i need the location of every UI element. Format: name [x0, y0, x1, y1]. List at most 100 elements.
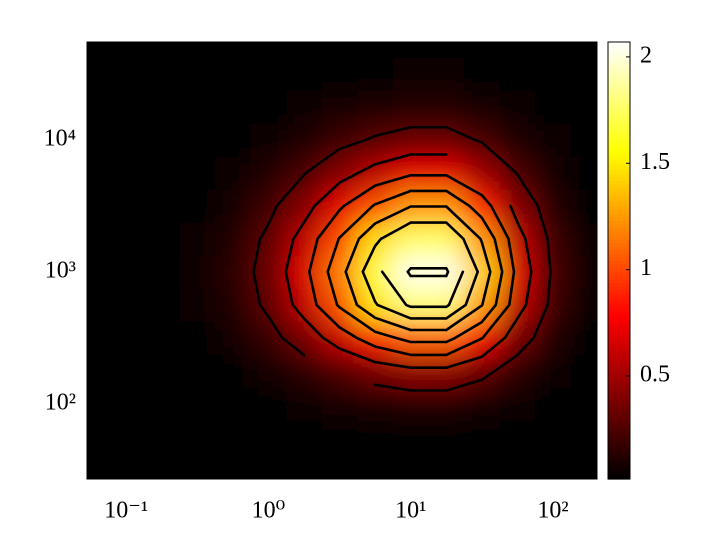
heat-cell — [144, 57, 181, 91]
colorbar-swatch — [608, 413, 630, 418]
heat-cell — [215, 57, 252, 91]
heat-cell — [499, 90, 536, 124]
colorbar-swatch — [608, 326, 630, 331]
contour-line — [361, 221, 479, 320]
heat-cell — [535, 420, 572, 454]
colorbar-swatch — [608, 362, 630, 367]
colorbar-swatch — [608, 435, 630, 440]
heat-cell — [215, 453, 252, 479]
heat-cell — [535, 123, 572, 157]
heat-cell — [357, 288, 394, 322]
heat-cell — [357, 453, 394, 479]
heat-cell — [108, 453, 145, 479]
heat-cell — [286, 255, 323, 289]
heatmap — [87, 42, 597, 479]
heat-cell — [499, 222, 536, 256]
colorbar-swatch — [608, 122, 630, 127]
colorbar-swatch — [608, 169, 630, 174]
heat-cell — [428, 156, 465, 190]
heat-cell — [286, 57, 323, 91]
heat-cell — [286, 453, 323, 479]
contour-line — [344, 205, 492, 332]
colorbar-swatch — [608, 151, 630, 156]
heat-cell — [464, 255, 501, 289]
colorbar-swatch — [608, 260, 630, 265]
colorbar-swatch — [608, 468, 630, 473]
heat-cell — [499, 123, 536, 157]
colorbar-swatch — [608, 67, 630, 72]
heat-cell — [108, 420, 145, 454]
colorbar-swatch — [608, 391, 630, 396]
colorbar-swatch — [608, 296, 630, 302]
heat-cell — [215, 288, 252, 322]
heat-cell — [286, 387, 323, 421]
heat-cell — [215, 420, 252, 454]
heat-cell — [87, 156, 109, 190]
heat-cell — [215, 321, 252, 355]
heat-cell — [357, 354, 394, 388]
heat-cell — [570, 42, 597, 58]
heat-cell — [464, 387, 501, 421]
colorbar-swatch — [608, 176, 630, 181]
colorbar-swatch — [608, 209, 630, 214]
colorbar-swatch — [608, 278, 630, 283]
heat-cell — [392, 90, 430, 124]
heat-cell — [570, 123, 597, 157]
heat-cell — [144, 288, 181, 322]
heat-cell — [144, 354, 181, 388]
colorbar-swatch — [608, 118, 630, 123]
heat-cell — [570, 387, 597, 421]
heat-cell — [392, 57, 430, 91]
heat-cell — [87, 189, 109, 223]
heat-cell — [321, 420, 358, 454]
heat-cell — [87, 288, 109, 322]
heat-cell — [321, 156, 358, 190]
colorbar-swatch — [608, 271, 630, 276]
colorbar-swatch — [608, 129, 630, 134]
heat-cell — [144, 255, 181, 289]
contours — [252, 125, 552, 392]
colorbar-swatch — [608, 71, 630, 76]
heat-cell — [535, 255, 572, 289]
colorbar-tick-label: 2 — [640, 42, 652, 68]
colorbar-swatch — [608, 92, 630, 98]
heat-cell — [286, 189, 323, 223]
heat-cell — [250, 354, 287, 388]
colorbar-swatch — [608, 282, 630, 287]
colorbar-swatch — [608, 417, 630, 422]
colorbar-swatch — [608, 111, 630, 116]
contour-line — [308, 174, 516, 357]
colorbar-swatch — [608, 173, 630, 178]
heat-cell — [464, 123, 501, 157]
heat-cell — [87, 42, 109, 58]
heat-cell — [570, 189, 597, 223]
colorbar-swatch — [608, 464, 630, 469]
heat-cell — [499, 57, 536, 91]
colorbar-swatch — [608, 187, 630, 192]
heat-cell — [179, 222, 216, 256]
colorbar-swatch — [608, 42, 630, 47]
heat-cell — [179, 123, 216, 157]
heat-cell — [108, 57, 145, 91]
colorbar-swatch — [608, 460, 630, 466]
heat-cell — [535, 453, 572, 479]
heat-cell — [179, 57, 216, 91]
heat-cell — [144, 321, 181, 355]
colorbar-swatch — [608, 147, 630, 152]
contour-line — [326, 189, 504, 344]
heat-cell — [357, 57, 394, 91]
plot-area — [87, 42, 597, 479]
colorbar-swatch — [608, 373, 630, 378]
colorbar-swatch — [608, 453, 630, 458]
heat-cell — [87, 57, 109, 91]
colorbar-swatch — [608, 289, 630, 294]
heat-cell — [357, 90, 394, 124]
heat-cell — [535, 42, 572, 58]
colorbar-swatch — [608, 311, 630, 316]
colorbar-swatch — [608, 231, 630, 236]
heat-cell — [179, 387, 216, 421]
heat-cell — [535, 222, 572, 256]
colorbar-swatch — [608, 154, 630, 160]
heat-cell — [499, 453, 536, 479]
heat-cell — [108, 288, 145, 322]
